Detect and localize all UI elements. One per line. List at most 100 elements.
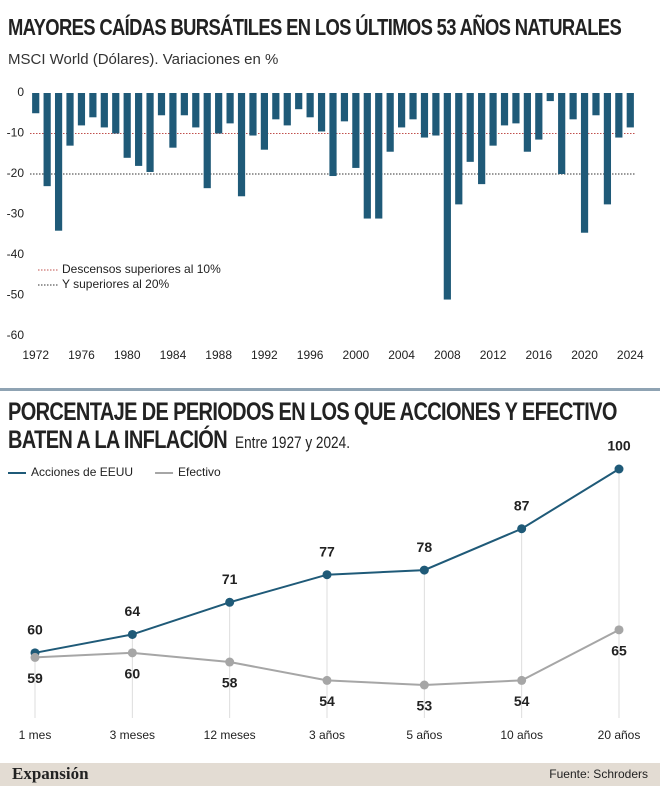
legend-label: Efectivo <box>178 465 221 479</box>
bar <box>455 93 463 205</box>
y-tick-label: -20 <box>7 166 25 180</box>
chart-subtitle: Entre 1927 y 2024. <box>235 433 350 452</box>
bar <box>135 93 143 166</box>
bar <box>54 93 63 231</box>
bar <box>32 93 40 114</box>
bar <box>432 93 440 136</box>
chart-subtitle: MSCI World (Dólares). Variaciones en % <box>8 51 279 68</box>
point <box>225 597 235 607</box>
bar <box>317 93 326 132</box>
point <box>225 657 235 667</box>
y-tick-label: -40 <box>7 247 25 261</box>
point <box>419 680 429 690</box>
bar <box>169 93 177 148</box>
bar <box>215 93 223 134</box>
bar <box>512 93 520 124</box>
footer-source: Fuente: Schroders <box>549 767 648 781</box>
bar <box>180 93 188 116</box>
x-tick-label: 1 mes <box>19 728 52 742</box>
data-label: 78 <box>417 539 433 555</box>
chart-title: MAYORES CAÍDAS BURSÁTILES EN LOS ÚLTIMOS… <box>8 14 622 40</box>
y-tick-label: 0 <box>17 85 24 99</box>
x-tick-label: 2012 <box>480 348 507 362</box>
bar <box>192 93 200 128</box>
x-tick-label: 3 años <box>309 728 345 742</box>
x-tick-label: 2004 <box>388 348 415 362</box>
x-tick-label: 1980 <box>114 348 141 362</box>
bar <box>420 93 429 138</box>
bar <box>352 93 360 168</box>
point <box>30 652 40 662</box>
data-label: 71 <box>222 571 238 587</box>
bar <box>398 93 406 128</box>
y-tick-label: -60 <box>7 328 25 342</box>
bar <box>43 93 51 187</box>
bar <box>489 93 497 146</box>
bar <box>615 93 623 138</box>
legend-label: Acciones de EEUU <box>31 465 133 479</box>
bar <box>66 93 74 146</box>
bar <box>409 93 417 120</box>
bar <box>500 93 509 126</box>
bar <box>272 93 280 120</box>
x-tick-label: 1996 <box>297 348 324 362</box>
footer-brand: Expansión <box>12 764 89 783</box>
bar <box>569 93 577 120</box>
x-tick-label: 1992 <box>251 348 278 362</box>
point <box>127 629 137 639</box>
bar <box>523 93 531 152</box>
x-tick-label: 2024 <box>617 348 644 362</box>
data-label: 60 <box>125 666 141 682</box>
bar <box>340 93 349 122</box>
bar <box>283 93 291 126</box>
bar <box>249 93 257 136</box>
x-tick-label: 1984 <box>160 348 187 362</box>
bar <box>592 93 600 116</box>
point <box>419 565 429 575</box>
point <box>322 675 332 685</box>
y-tick-label: -50 <box>7 288 25 302</box>
data-label: 59 <box>27 670 43 686</box>
bar <box>443 93 451 300</box>
bar <box>100 93 108 128</box>
footer-band <box>0 763 660 786</box>
bar <box>478 93 486 185</box>
x-tick-label: 2008 <box>434 348 461 362</box>
y-tick-label: -30 <box>7 207 25 221</box>
point <box>614 464 624 474</box>
bar <box>203 93 211 189</box>
bar <box>226 93 234 124</box>
data-label: 87 <box>514 497 530 513</box>
bar <box>329 93 337 177</box>
x-tick-label: 1976 <box>68 348 95 362</box>
bar <box>375 93 383 219</box>
point <box>614 625 624 635</box>
data-label: 65 <box>611 643 627 659</box>
bar <box>295 93 303 110</box>
data-label: 77 <box>319 543 335 559</box>
x-tick-label: 2020 <box>571 348 598 362</box>
data-label: 60 <box>27 622 43 638</box>
data-label: 58 <box>222 675 238 691</box>
bar <box>112 93 120 134</box>
x-tick-label: 3 meses <box>110 728 155 742</box>
bar <box>123 93 131 158</box>
legend-label: Descensos superiores al 10% <box>62 262 221 276</box>
bar <box>237 93 246 197</box>
point <box>517 524 527 534</box>
point <box>127 648 137 658</box>
bar <box>603 93 612 205</box>
bar <box>146 93 154 172</box>
chart-title: PORCENTAJE DE PERIODOS EN LOS QUE ACCION… <box>8 398 617 454</box>
point <box>517 675 527 685</box>
point <box>322 570 332 580</box>
data-label: 54 <box>319 693 335 709</box>
x-tick-label: 12 meses <box>204 728 256 742</box>
bar <box>77 93 86 126</box>
data-label: 54 <box>514 693 530 709</box>
bar <box>558 93 566 174</box>
x-tick-label: 1988 <box>205 348 232 362</box>
separator <box>0 388 660 391</box>
